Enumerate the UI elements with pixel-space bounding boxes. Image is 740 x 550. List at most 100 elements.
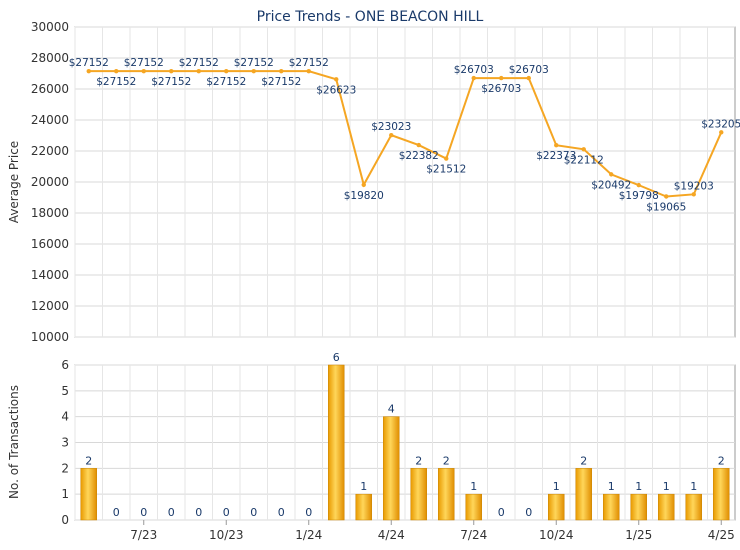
price-data-label: $19065 (646, 201, 686, 213)
price-point (114, 68, 119, 74)
price-data-label: $27152 (151, 76, 191, 88)
price-point (196, 68, 201, 74)
price-y-tick-label: 10000 (31, 330, 69, 344)
transactions-y-tick-label: 1 (61, 487, 69, 501)
transaction-bar (410, 468, 427, 521)
price-y-tick-label: 12000 (31, 299, 69, 313)
transaction-count-label: 0 (278, 506, 285, 519)
transaction-count-label: 0 (250, 506, 257, 519)
transaction-count-label: 1 (635, 480, 642, 493)
price-data-label: $19798 (619, 190, 659, 202)
price-data-label: $27152 (124, 57, 164, 69)
price-panel: 10000 12000 14000 16000 18000 20000 22000 24000… (7, 20, 740, 344)
price-y-tick-label: 14000 (31, 268, 69, 282)
price-data-label: $26703 (454, 64, 494, 76)
price-point (416, 142, 421, 148)
price-point (141, 68, 146, 74)
price-point (169, 68, 174, 74)
price-data-label: $26623 (316, 84, 356, 96)
transaction-count-label: 0 (140, 506, 147, 519)
transaction-bar (328, 364, 345, 521)
transaction-count-label: 1 (553, 480, 560, 493)
transaction-count-label: 1 (360, 480, 367, 493)
price-y-tick-label: 24000 (31, 113, 69, 127)
price-line (88, 70, 723, 198)
price-point (609, 172, 614, 177)
price-point (526, 75, 531, 81)
price-data-label: $27152 (179, 57, 219, 69)
transaction-count-label: 2 (85, 454, 92, 467)
chart-title: Price Trends - ONE BEACON HILL (257, 9, 484, 25)
price-data-label: $19203 (674, 180, 714, 192)
x-tick-label: 4/24 (378, 528, 405, 542)
price-point (279, 68, 284, 74)
transaction-bar (355, 493, 372, 521)
price-data-label: $20492 (591, 179, 631, 191)
price-data-label: $26703 (481, 83, 521, 95)
transaction-bar (575, 468, 592, 521)
price-data-label: $23205 (701, 118, 740, 130)
transaction-count-label: 2 (718, 454, 725, 467)
transactions-data-labels: 2 0 0 0 0 0 0 0 0 6 1 4 2 2 1 0 0 1 2 1 1 1 1 2 (85, 351, 725, 519)
price-series (86, 68, 724, 199)
price-data-label: $26703 (509, 64, 549, 76)
price-y-tick-label: 22000 (31, 144, 69, 158)
transactions-gridlines (74, 364, 735, 521)
transactions-y-tick-label: 5 (61, 384, 69, 398)
transaction-count-label: 6 (333, 351, 340, 364)
transaction-bar (685, 493, 702, 521)
price-y-axis-label: Average Price (7, 141, 21, 223)
transaction-bar (383, 416, 400, 521)
x-tick-label: 1/24 (295, 528, 322, 542)
transaction-count-label: 1 (690, 480, 697, 493)
price-point (224, 68, 229, 74)
transaction-count-label: 0 (168, 506, 175, 519)
price-point (471, 75, 476, 81)
price-point (581, 147, 586, 152)
price-y-tick-labels: 10000 12000 14000 16000 18000 20000 22000 24000… (31, 20, 69, 344)
price-gridlines (74, 26, 735, 338)
price-point (636, 182, 641, 188)
transaction-bar (603, 493, 620, 521)
price-data-label: $22382 (399, 150, 439, 162)
x-tick-label: 10/23 (209, 528, 244, 542)
transaction-bar (438, 468, 455, 521)
price-point (334, 77, 339, 82)
price-y-tick-label: 26000 (31, 82, 69, 96)
price-point (499, 75, 504, 81)
x-tick-label: 7/23 (130, 528, 157, 542)
price-data-labels: $27152 $27152 $27152 $27152 $27152 $27152 $271… (69, 57, 740, 213)
transaction-count-label: 0 (195, 506, 202, 519)
price-point (306, 68, 311, 74)
x-tick-label: 10/24 (539, 528, 574, 542)
price-data-label: $19820 (344, 190, 384, 202)
price-data-label: $22112 (564, 154, 604, 166)
price-point (444, 156, 449, 161)
transaction-bar (548, 493, 565, 521)
price-point (86, 68, 91, 74)
price-point (389, 132, 394, 138)
x-tick-label: 1/25 (625, 528, 652, 542)
transaction-count-label: 4 (388, 403, 395, 416)
price-y-tick-label: 30000 (31, 20, 69, 34)
x-tick-label: 4/25 (708, 528, 735, 542)
price-y-tick-label: 18000 (31, 206, 69, 220)
transaction-count-label: 2 (415, 454, 422, 467)
price-point (691, 192, 696, 197)
transaction-bar (713, 468, 730, 521)
transactions-y-tick-label: 6 (61, 358, 69, 372)
transaction-count-label: 0 (223, 506, 230, 519)
transaction-count-label: 0 (525, 506, 532, 519)
transaction-count-label: 2 (580, 454, 587, 467)
transactions-bars (80, 364, 730, 521)
transaction-count-label: 1 (470, 480, 477, 493)
price-point (664, 194, 669, 199)
transactions-y-tick-label: 2 (61, 461, 69, 475)
price-data-label: $27152 (206, 76, 246, 88)
price-data-label: $27152 (261, 76, 301, 88)
price-point (361, 182, 366, 187)
transactions-panel: 0 1 2 3 4 5 6 No. of Transactions 2 0 0 0 0 0 0 0 0 6 1 4… (7, 351, 736, 542)
transaction-bar (630, 493, 647, 521)
transaction-bar (465, 493, 482, 521)
x-tick-labels: 7/23 10/23 1/24 4/24 7/24 10/24 1/25 4/25 (130, 520, 735, 542)
